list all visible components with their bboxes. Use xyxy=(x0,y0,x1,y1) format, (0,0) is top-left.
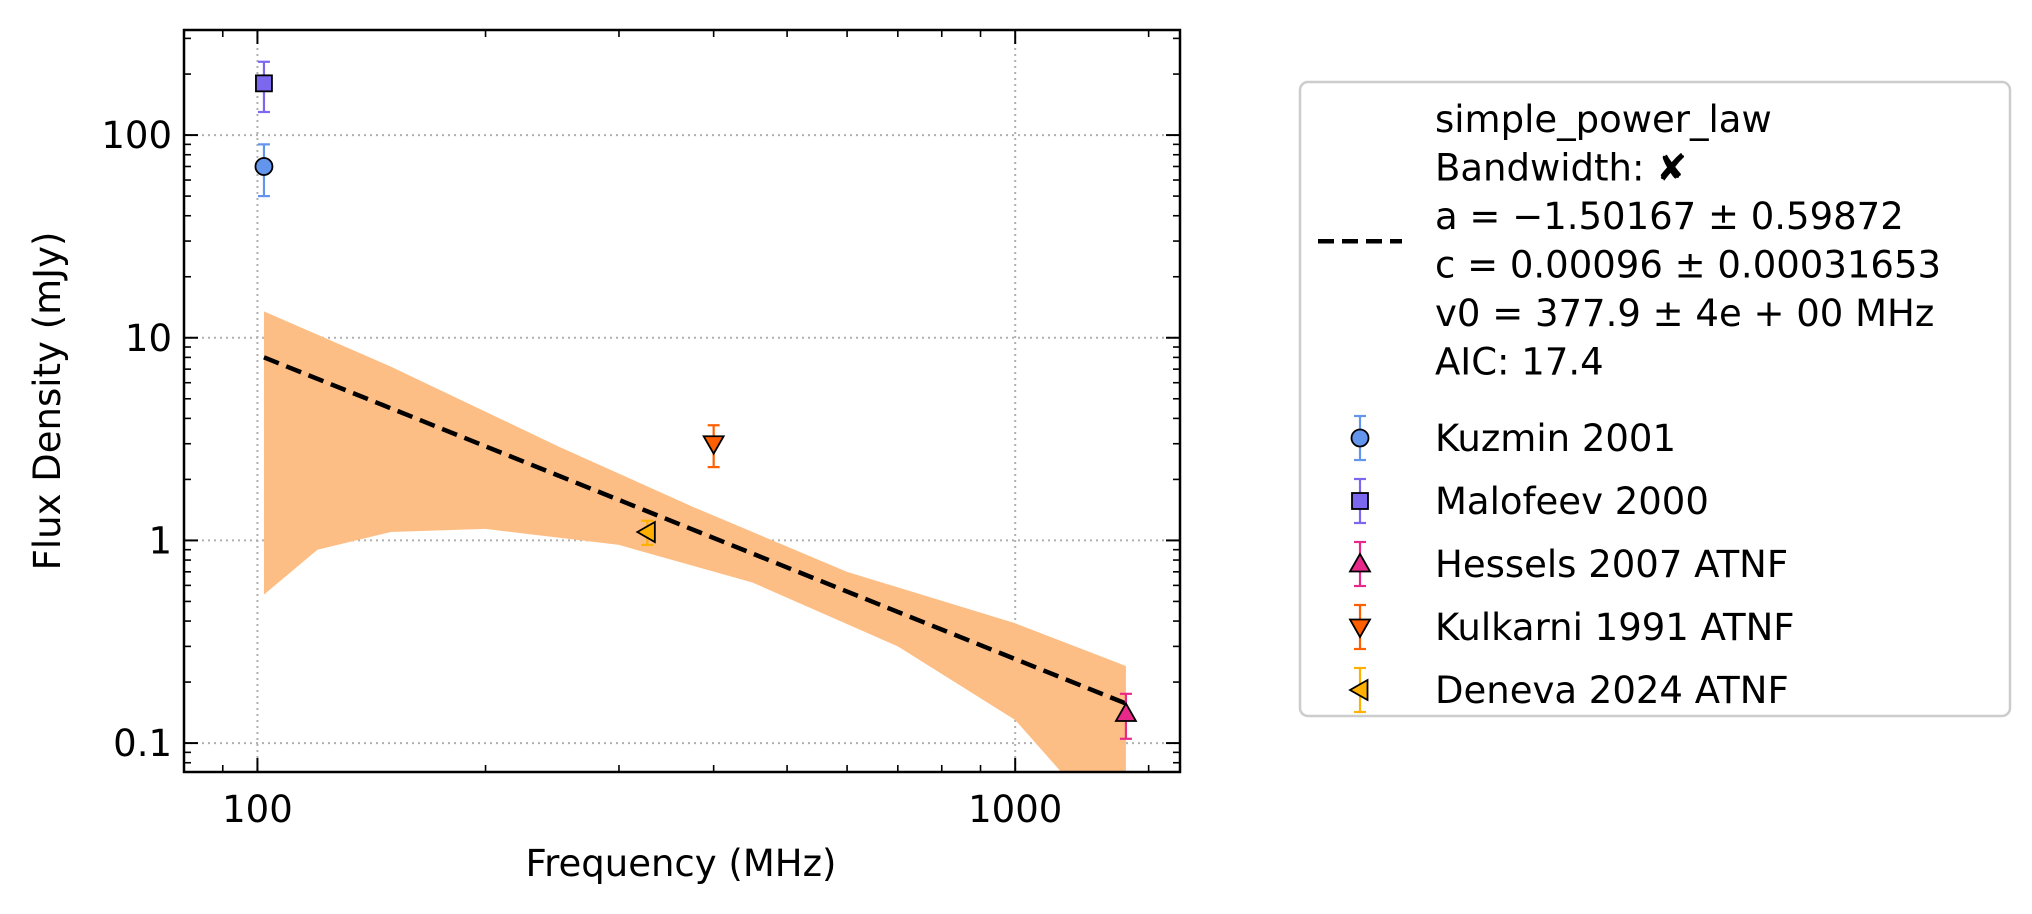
tick-labels: 100 1000 0.1 1 10 100 xyxy=(101,114,1062,831)
legend-fit-label-line: Bandwidth: ✘ xyxy=(1435,147,1687,190)
legend-marker xyxy=(1351,492,1369,510)
legend-fit-label-line: simple_power_law xyxy=(1435,98,1772,141)
legend-box xyxy=(1298,80,2012,718)
data-point xyxy=(1114,701,1138,722)
legend-series-label: Kuzmin 2001 xyxy=(1435,417,1676,460)
legend-series-label: Deneva 2024 ATNF xyxy=(1435,669,1789,712)
y-tick-label: 100 xyxy=(101,114,172,157)
fit-line xyxy=(263,355,1127,706)
legend: simple_power_law Bandwidth: ✘ a = −1.50167… xyxy=(1298,80,2012,718)
legend-marker xyxy=(1348,552,1372,573)
legend-fit-label-line: c = 0.00096 ± 0.00031653 xyxy=(1435,244,1941,287)
data-points xyxy=(254,60,1138,740)
fit-line-layer xyxy=(263,355,1127,706)
y-tick-label: 1 xyxy=(148,519,172,562)
data-point xyxy=(254,157,274,176)
legend-marker xyxy=(1350,428,1370,448)
legend-series-label: Hessels 2007 ATNF xyxy=(1435,543,1788,586)
legend-series-label: Kulkarni 1991 ATNF xyxy=(1435,606,1795,649)
legend-series-label: Malofeev 2000 xyxy=(1435,480,1709,523)
legend-fit-label-line: a = −1.50167 ± 0.59872 xyxy=(1435,195,1904,238)
x-axis-title: Frequency (MHz) xyxy=(526,842,837,885)
fit-band xyxy=(263,311,1126,772)
axes xyxy=(182,28,1182,774)
plot-frame xyxy=(182,28,1182,774)
legend-fit-label-line: AIC: 17.4 xyxy=(1435,341,1604,384)
data-point xyxy=(635,520,656,544)
legend-marker xyxy=(1348,678,1369,702)
legend-fit-label-line: v0 = 377.9 ± 4e + 00 MHz xyxy=(1435,292,1934,335)
y-tick-label: 0.1 xyxy=(113,722,172,765)
x-tick-label: 1000 xyxy=(968,788,1062,831)
x-tick-label: 100 xyxy=(222,788,293,831)
legend-marker xyxy=(1348,618,1372,639)
fit-uncertainty-band xyxy=(263,311,1126,772)
y-axis-title: Flux Density (mJy) xyxy=(26,232,69,571)
data-point xyxy=(255,74,273,93)
y-tick-label: 10 xyxy=(125,317,172,360)
data-point xyxy=(702,435,726,456)
